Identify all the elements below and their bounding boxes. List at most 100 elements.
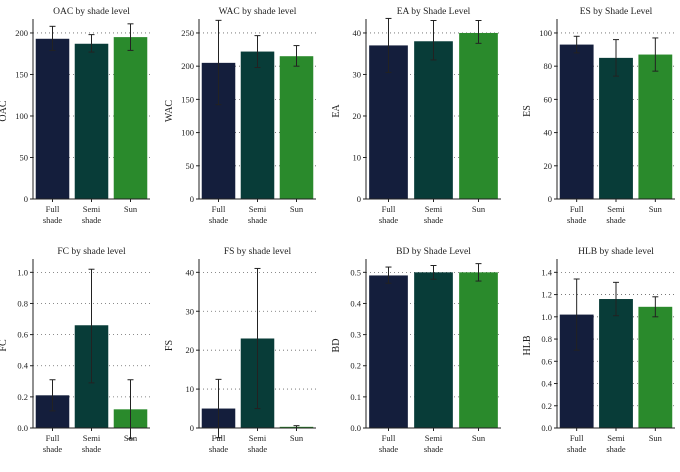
y-tick-label: 50	[186, 161, 195, 171]
y-tick-label: 40	[544, 128, 553, 138]
y-tick-label: 1.0	[17, 267, 28, 277]
x-tick-label-line: shade	[43, 215, 63, 225]
y-tick-label: 200	[15, 28, 28, 38]
y-tick-label: 100	[539, 28, 552, 38]
y-tick-label: 0	[548, 194, 552, 204]
x-tick-label: Sun	[472, 204, 486, 214]
chart-title: FC by shade level	[57, 247, 126, 257]
y-tick-label: 10	[353, 152, 362, 162]
y-tick-label: 30	[186, 306, 195, 316]
y-tick-label: 0.0	[541, 423, 552, 433]
x-tick-label-line: Full	[382, 204, 396, 214]
x-tick-label-line: shade	[424, 215, 444, 225]
y-tick-label: 0.1	[350, 392, 361, 402]
y-tick-label: 0	[190, 194, 194, 204]
x-tick-label-line: shade	[379, 215, 399, 225]
x-tick-label-line: shade	[606, 215, 626, 225]
x-tick-label-line: Semi	[83, 433, 101, 443]
chart-title: EA by Shade Level	[397, 7, 471, 17]
y-tick-label: 0.0	[350, 423, 361, 433]
bar-semi-shade	[74, 43, 109, 200]
x-tick-label: Semi shade	[248, 204, 268, 225]
x-tick-label-line: shade	[567, 444, 587, 454]
x-tick-label: Semi shade	[424, 433, 444, 454]
x-tick-label-line: Semi	[425, 204, 443, 214]
bar-sun	[279, 56, 314, 199]
x-tick-label-line: Semi	[249, 204, 267, 214]
y-axis-label: BD	[331, 339, 342, 353]
y-tick-label: 1.0	[541, 312, 552, 322]
y-tick-label: 0.2	[541, 401, 552, 411]
x-tick-label-line: Semi	[249, 433, 267, 443]
x-tick-label-line: Full	[382, 433, 396, 443]
x-tick-label-line: shade	[424, 444, 444, 454]
x-tick-label-line: Full	[46, 204, 60, 214]
y-tick-label: 0.8	[17, 298, 28, 308]
y-tick-label: 40	[353, 28, 362, 38]
x-tick-label-line: shade	[567, 215, 587, 225]
chart-title: OAC by shade level	[53, 7, 130, 17]
x-tick-label: Sun	[472, 433, 486, 443]
x-tick-label-line: shade	[209, 444, 229, 454]
x-tick-label: Sun	[124, 204, 138, 214]
x-tick-label: Semi shade	[82, 433, 102, 454]
bar-semi-shade	[599, 299, 633, 428]
bar-semi-shade	[599, 57, 633, 200]
x-tick-label-line: Full	[212, 433, 226, 443]
y-tick-label: 1.4	[541, 267, 552, 277]
y-tick-label: 50	[20, 152, 29, 162]
y-tick-label: 200	[181, 61, 194, 71]
x-tick-label: Semi shade	[606, 204, 626, 225]
x-tick-label: Full shade	[43, 204, 63, 225]
y-tick-label: 0.2	[350, 361, 361, 371]
y-tick-label: 0.6	[541, 356, 552, 366]
bar-semi-shade	[414, 272, 453, 428]
x-tick-label: Sun	[649, 204, 663, 214]
y-tick-label: 20	[353, 111, 362, 121]
y-tick-label: 0.2	[17, 392, 28, 402]
x-tick-label-line: shade	[248, 444, 268, 454]
x-tick-label: Full shade	[567, 433, 587, 454]
x-tick-label-line: shade	[379, 444, 399, 454]
bar-full-shade	[369, 275, 408, 428]
x-tick-label-line: Full	[212, 204, 226, 214]
x-tick-label: Full shade	[379, 204, 399, 225]
y-tick-label: 0.8	[541, 334, 552, 344]
x-tick-label-line: shade	[209, 215, 229, 225]
y-axis-label: WAC	[164, 100, 175, 123]
chart-title: FS by shade level	[224, 247, 292, 257]
x-tick-label-line: shade	[606, 444, 626, 454]
bar-sun	[113, 37, 148, 200]
bar-sun	[638, 306, 673, 428]
x-tick-label-line: shade	[248, 215, 268, 225]
y-tick-label: 60	[544, 94, 553, 104]
x-tick-label-line: Full	[46, 433, 60, 443]
x-tick-label: Semi shade	[82, 204, 102, 225]
bar-full-shade	[559, 44, 594, 200]
bar-full-shade	[35, 38, 70, 199]
x-tick-label: Semi shade	[248, 433, 268, 454]
y-tick-label: 0.4	[17, 361, 28, 371]
x-tick-label: Semi shade	[606, 433, 626, 454]
x-tick-label: Full shade	[209, 204, 229, 225]
y-tick-label: 20	[186, 345, 195, 355]
y-tick-label: 150	[181, 94, 194, 104]
x-tick-label: Sun	[649, 433, 663, 443]
y-axis-label: OAC	[0, 100, 9, 121]
x-tick-label-line: shade	[82, 215, 102, 225]
x-tick-label: Sun	[290, 204, 304, 214]
y-axis-label: FC	[0, 339, 9, 352]
bar-semi-shade	[414, 41, 453, 199]
x-tick-label: Full shade	[209, 433, 229, 454]
x-tick-label: Full shade	[379, 433, 399, 454]
y-tick-label: 10	[186, 384, 195, 394]
bar-semi-shade	[240, 51, 275, 200]
chart-title: HLB by shade level	[578, 247, 654, 257]
